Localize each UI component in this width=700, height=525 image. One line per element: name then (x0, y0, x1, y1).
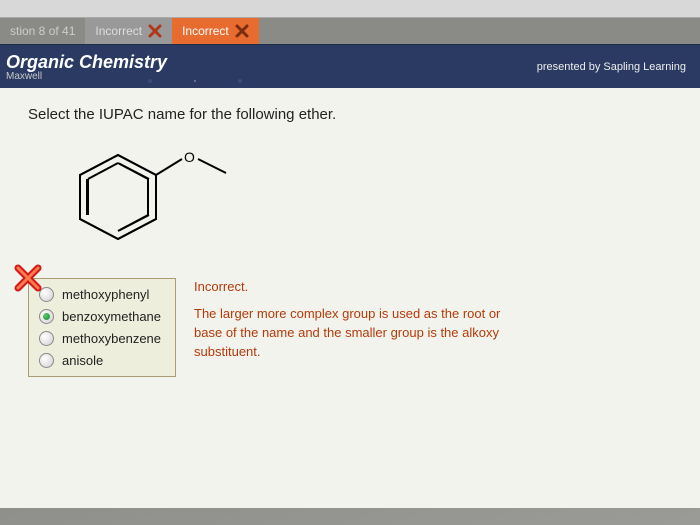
radio-icon[interactable] (39, 353, 54, 368)
option-label: methoxybenzene (62, 331, 161, 346)
option-label: benzoxymethane (62, 309, 161, 324)
presented-by: presented by Sapling Learning (537, 61, 686, 73)
tab-label: Incorrect (95, 24, 142, 38)
feedback-body: The larger more complex group is used as… (194, 305, 504, 362)
course-title: Organic Chemistry (6, 52, 167, 73)
radio-icon[interactable] (39, 309, 54, 324)
question-text: Select the IUPAC name for the following … (28, 106, 672, 123)
tab-strip: stion 8 of 41 Incorrect Incorrect (0, 18, 700, 44)
option-label: anisole (62, 353, 103, 368)
molecule-structure: O (58, 137, 672, 272)
answer-box-wrap: methoxyphenyl benzoxymethane methoxybenz… (28, 278, 176, 377)
tab-incorrect-prev[interactable]: Incorrect (85, 18, 172, 44)
feedback-block: Incorrect. The larger more complex group… (194, 278, 504, 361)
course-header: Organic Chemistry Maxwell presented by S… (0, 44, 700, 88)
option-anisole[interactable]: anisole (39, 353, 161, 368)
oxygen-label: O (184, 149, 195, 165)
answer-box: methoxyphenyl benzoxymethane methoxybenz… (28, 278, 176, 377)
option-methoxyphenyl[interactable]: methoxyphenyl (39, 287, 161, 302)
feedback-header: Incorrect. (194, 278, 504, 297)
option-methoxybenzene[interactable]: methoxybenzene (39, 331, 161, 346)
option-label: methoxyphenyl (62, 287, 149, 302)
tab-label: Incorrect (182, 24, 229, 38)
content-area: Select the IUPAC name for the following … (0, 88, 700, 508)
answer-row: methoxyphenyl benzoxymethane methoxybenz… (28, 278, 672, 377)
course-title-block: Organic Chemistry Maxwell (0, 52, 167, 82)
option-benzoxymethane[interactable]: benzoxymethane (39, 309, 161, 324)
tab-incorrect-current[interactable]: Incorrect (172, 18, 259, 44)
radio-icon[interactable] (39, 331, 54, 346)
close-icon[interactable] (235, 24, 249, 38)
close-icon[interactable] (148, 24, 162, 38)
incorrect-x-icon (14, 264, 42, 292)
browser-chrome (0, 0, 700, 18)
question-counter: stion 8 of 41 (0, 18, 85, 44)
